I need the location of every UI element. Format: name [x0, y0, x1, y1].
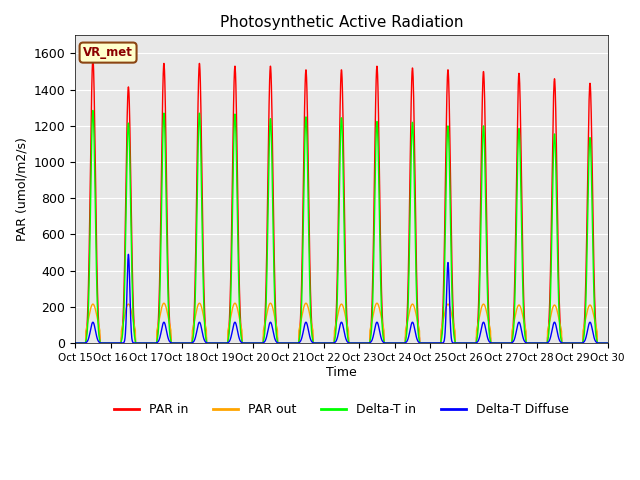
PAR in	[132, 340, 140, 346]
PAR in	[276, 340, 284, 346]
Line: Delta-T in: Delta-T in	[75, 110, 608, 343]
PAR out	[299, 309, 307, 315]
Delta-T in	[71, 340, 79, 346]
PAR in	[164, 251, 172, 257]
PAR out	[276, 340, 284, 346]
Delta-T in	[164, 279, 172, 285]
PAR out	[164, 312, 172, 317]
X-axis label: Time: Time	[326, 365, 357, 379]
PAR in	[604, 340, 612, 346]
Text: VR_met: VR_met	[83, 46, 133, 59]
Delta-T Diffuse	[125, 252, 132, 257]
Legend: PAR in, PAR out, Delta-T in, Delta-T Diffuse: PAR in, PAR out, Delta-T in, Delta-T Dif…	[109, 398, 574, 421]
PAR in	[594, 340, 602, 346]
Delta-T in	[132, 340, 140, 346]
Delta-T in	[604, 340, 612, 346]
Line: Delta-T Diffuse: Delta-T Diffuse	[75, 254, 608, 343]
Delta-T Diffuse	[604, 340, 612, 346]
Delta-T in	[594, 340, 602, 346]
Delta-T in	[276, 340, 284, 346]
Delta-T Diffuse	[276, 340, 284, 346]
Delta-T Diffuse	[299, 332, 307, 337]
PAR out	[160, 300, 168, 306]
Line: PAR out: PAR out	[75, 303, 608, 343]
Delta-T in	[536, 340, 544, 346]
Delta-T in	[299, 259, 307, 264]
PAR out	[536, 340, 544, 346]
PAR out	[132, 340, 140, 346]
PAR out	[604, 340, 612, 346]
PAR out	[71, 340, 79, 346]
PAR in	[89, 56, 97, 62]
PAR in	[71, 340, 79, 346]
PAR out	[594, 340, 602, 346]
Y-axis label: PAR (umol/m2/s): PAR (umol/m2/s)	[15, 137, 28, 241]
Delta-T Diffuse	[594, 340, 602, 346]
Delta-T in	[89, 108, 97, 113]
Line: PAR in: PAR in	[75, 59, 608, 343]
Delta-T Diffuse	[132, 340, 140, 346]
PAR in	[536, 340, 544, 346]
PAR in	[299, 227, 307, 232]
Title: Photosynthetic Active Radiation: Photosynthetic Active Radiation	[220, 15, 463, 30]
Delta-T Diffuse	[71, 340, 79, 346]
Delta-T Diffuse	[164, 334, 172, 339]
Delta-T Diffuse	[536, 340, 544, 346]
